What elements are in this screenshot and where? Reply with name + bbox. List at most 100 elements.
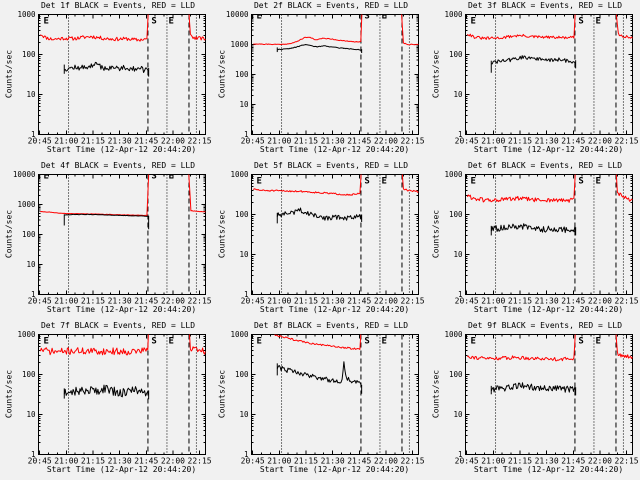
y-tick-label: 100	[22, 50, 36, 59]
y-tick-label: 10	[26, 260, 36, 269]
x-tick-label: 21:15	[81, 457, 105, 466]
event-letter: E	[470, 337, 475, 347]
y-tick-label: 1	[458, 130, 463, 139]
x-tick-label: 20:45	[28, 457, 52, 466]
x-axis-label: Start Time (12-Apr-12 20:44:20)	[46, 465, 197, 474]
x-axis-label: Start Time (12-Apr-12 20:44:20)	[46, 305, 197, 314]
x-tick-label: 22:00	[588, 297, 612, 306]
events-series	[63, 61, 150, 77]
events-series	[276, 361, 363, 394]
lld-series	[273, 334, 362, 350]
event-lines	[68, 174, 197, 295]
x-tick-label: 22:00	[374, 297, 398, 306]
axes	[38, 334, 206, 455]
subplot-det-9f: Det 9f BLACK = Events, RED = LLD Counts/…	[427, 320, 640, 480]
x-axis-label: Start Time (12-Apr-12 20:44:20)	[259, 305, 410, 314]
y-tick-label: 1000	[230, 330, 249, 339]
y-tick-label: 100	[235, 370, 249, 379]
event-letter: S	[364, 12, 369, 22]
plot-title: Det 5f BLACK = Events, RED = LLD	[253, 161, 409, 170]
event-lines	[68, 334, 197, 455]
event-letter: S	[364, 337, 369, 347]
y-tick-label: 10000	[13, 170, 36, 179]
x-axis-label: Start Time (12-Apr-12 20:44:20)	[473, 465, 624, 474]
axes	[38, 174, 206, 295]
y-tick-label: 1000	[444, 330, 463, 339]
lld-series	[39, 334, 206, 356]
plot-canvas: 20:45 21:00 21:15 21:30 21:45 22:00 22:15 1 10 10…	[230, 170, 424, 306]
x-tick-label: 21:00	[54, 297, 78, 306]
x-tick-label: 21:15	[508, 137, 532, 146]
x-tick-label: 22:00	[374, 137, 398, 146]
y-tick-label: 1000	[17, 10, 36, 19]
x-tick-label: 21:45	[347, 137, 371, 146]
plot-title: Det 1f BLACK = Events, RED = LLD	[40, 1, 196, 10]
y-tick-label: 1000	[17, 330, 36, 339]
x-tick-label: 22:15	[188, 297, 212, 306]
event-lines	[495, 174, 624, 295]
y-tick-label: 1000	[444, 10, 463, 19]
y-tick-label: 100	[449, 50, 463, 59]
subplot-det-6f: Det 6f BLACK = Events, RED = LLD Counts/…	[427, 160, 640, 320]
axes	[251, 174, 419, 295]
y-tick-label: 100	[449, 370, 463, 379]
y-tick-label: 100	[22, 370, 36, 379]
event-letter: E	[596, 337, 601, 347]
event-letter: E	[43, 17, 48, 27]
x-tick-label: 21:45	[134, 137, 158, 146]
event-letter: E	[382, 177, 387, 187]
x-tick-label: 21:45	[134, 297, 158, 306]
x-tick-label: 21:15	[81, 297, 105, 306]
event-letter: S	[151, 172, 156, 182]
events-series	[63, 213, 150, 230]
plot-canvas: 20:45 21:00 21:15 21:30 21:45 22:00 22:15 1 10 10…	[226, 10, 425, 146]
x-tick-label: 20:45	[241, 297, 265, 306]
x-axis-label: Start Time (12-Apr-12 20:44:20)	[259, 465, 410, 474]
x-tick-label: 21:30	[321, 297, 345, 306]
event-letter: S	[151, 337, 156, 347]
y-tick-label: 10	[453, 410, 463, 419]
x-tick-label: 21:00	[267, 137, 291, 146]
x-tick-label: 22:00	[161, 297, 185, 306]
plot-title: Det 7f BLACK = Events, RED = LLD	[40, 321, 196, 330]
y-tick-label: 1	[458, 290, 463, 299]
x-tick-label: 22:00	[374, 457, 398, 466]
events-series	[276, 44, 363, 54]
x-tick-label: 20:45	[28, 137, 52, 146]
y-tick-label: 10	[26, 90, 36, 99]
plot-title: Det 2f BLACK = Events, RED = LLD	[253, 1, 409, 10]
subplot-det-4f: Det 4f BLACK = Events, RED = LLD Counts/…	[0, 160, 213, 320]
x-tick-label: 21:00	[54, 457, 78, 466]
x-tick-label: 21:30	[108, 137, 132, 146]
event-letter: E	[470, 177, 475, 187]
plot-title: Det 9f BLACK = Events, RED = LLD	[467, 321, 623, 330]
events-series	[276, 207, 363, 224]
y-tick-label: 10	[239, 250, 249, 259]
subplot-det-1f: Det 1f BLACK = Events, RED = LLD Counts/…	[0, 0, 213, 160]
x-tick-label: 21:30	[535, 457, 559, 466]
x-tick-label: 22:00	[161, 137, 185, 146]
lld-series	[40, 174, 206, 216]
event-letter: E	[169, 172, 174, 182]
subplot-det-3f: Det 3f BLACK = Events, RED = LLD Counts/…	[427, 0, 640, 160]
x-tick-label: 22:15	[615, 297, 639, 306]
x-tick-label: 21:00	[481, 297, 505, 306]
event-letter: S	[578, 177, 583, 187]
x-tick-label: 21:15	[81, 137, 105, 146]
x-tick-label: 22:00	[588, 457, 612, 466]
event-letter: S	[578, 337, 583, 347]
y-tick-label: 1	[31, 130, 36, 139]
x-tick-label: 21:15	[508, 457, 532, 466]
x-tick-label: 21:45	[561, 457, 585, 466]
lld-series	[467, 334, 633, 362]
plot-canvas: 20:45 21:00 21:15 21:30 21:45 22:00 22:15 1 10 10…	[17, 10, 211, 146]
subplot-det-7f: Det 7f BLACK = Events, RED = LLD Counts/…	[0, 320, 213, 480]
x-tick-label: 20:45	[28, 297, 52, 306]
y-tick-label: 1	[31, 450, 36, 459]
x-tick-label: 21:00	[481, 457, 505, 466]
